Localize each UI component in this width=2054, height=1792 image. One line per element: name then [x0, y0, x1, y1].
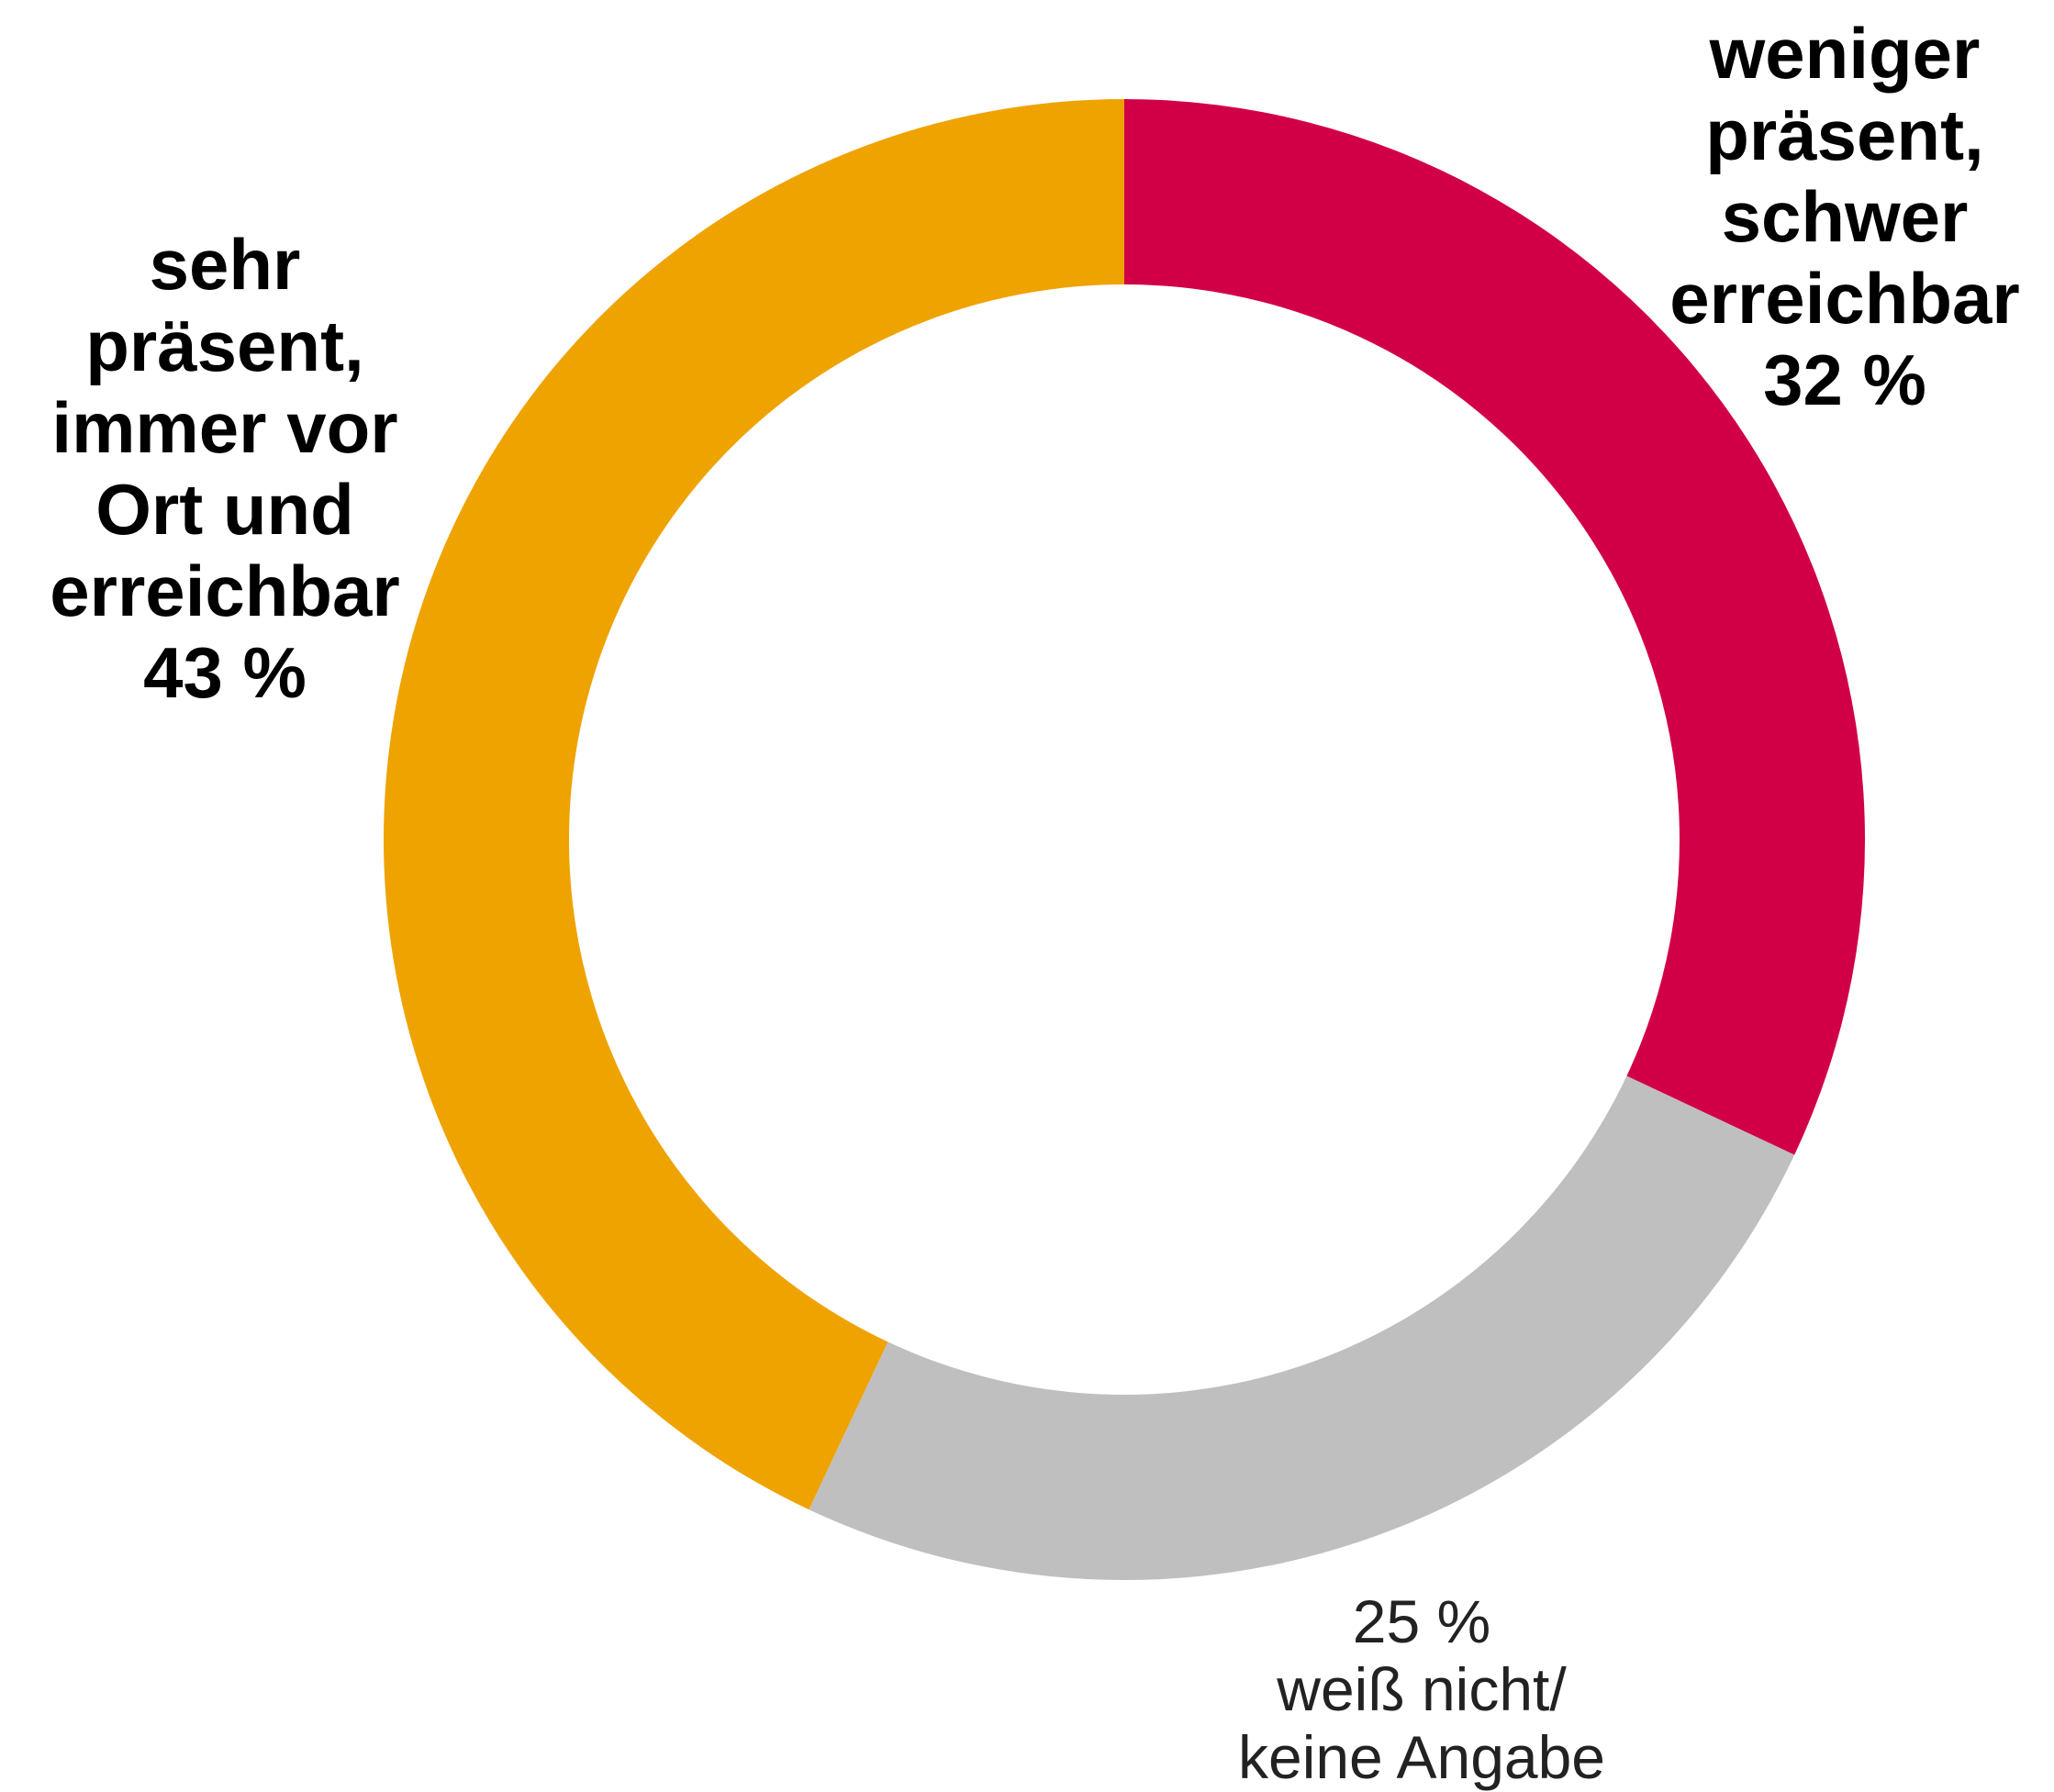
slice-label: 25 % weiß nicht/ keine Angabe — [1201, 1587, 1642, 1791]
category-label: weiß nicht/ keine Angabe — [1237, 1655, 1606, 1791]
category-label: weniger präsent, schwer erreichbar — [1669, 13, 2020, 339]
donut-slice — [383, 98, 1124, 1510]
slice-label: sehr präsent, immer vor Ort und erreichb… — [5, 224, 445, 714]
category-label: sehr präsent, immer vor Ort und erreichb… — [50, 224, 400, 631]
value-label: 32 % — [1763, 339, 1926, 420]
donut-slice — [1124, 99, 1866, 1155]
value-label: 25 % — [1352, 1587, 1491, 1655]
value-label: 43 % — [143, 632, 307, 713]
slice-label: weniger präsent, schwer erreichbar 32 % — [1624, 13, 2054, 421]
donut-slice — [809, 1075, 1795, 1580]
